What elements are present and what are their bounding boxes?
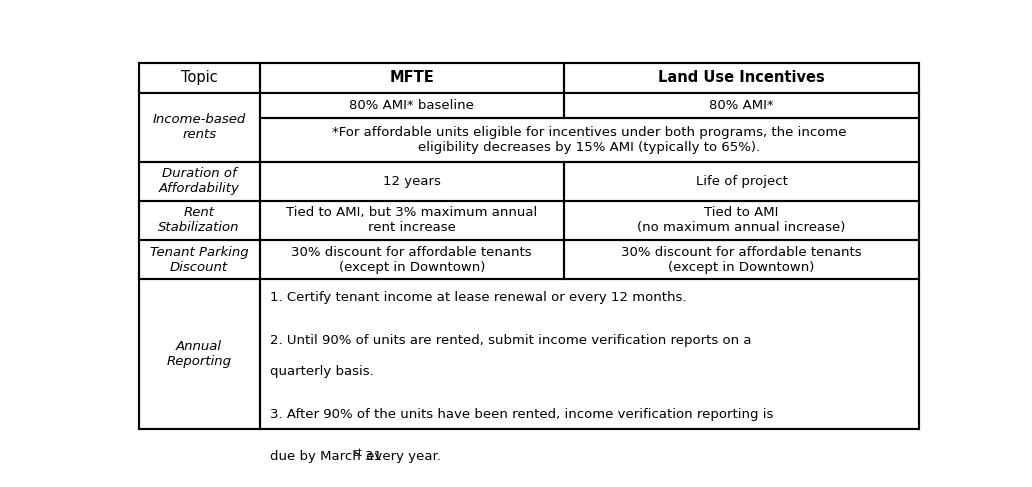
Bar <box>260 63 565 93</box>
Text: 1. Certify tenant income at lease renewal or every 12 months.: 1. Certify tenant income at lease renewa… <box>270 291 686 304</box>
Bar <box>138 162 260 201</box>
Bar <box>260 201 565 240</box>
Text: Annual
Reporting: Annual Reporting <box>166 340 231 368</box>
Text: MFTE: MFTE <box>389 71 434 85</box>
Text: 30% discount for affordable tenants
(except in Downtown): 30% discount for affordable tenants (exc… <box>291 245 533 274</box>
Bar <box>138 240 260 279</box>
Bar <box>565 201 920 240</box>
Bar <box>260 240 565 279</box>
Text: st: st <box>353 448 362 458</box>
Bar <box>260 162 565 201</box>
Text: Tenant Parking
Discount: Tenant Parking Discount <box>150 245 249 274</box>
Bar <box>138 201 260 240</box>
Text: Income-based
rents: Income-based rents <box>153 113 246 141</box>
Bar <box>565 93 920 118</box>
Text: Rent
Stabilization: Rent Stabilization <box>158 206 239 235</box>
Text: 80% AMI*: 80% AMI* <box>709 99 774 112</box>
Text: Life of project: Life of project <box>696 175 787 188</box>
Bar <box>565 63 920 93</box>
Text: Duration of
Affordability: Duration of Affordability <box>159 168 239 195</box>
Bar <box>138 93 260 162</box>
Text: quarterly basis.: quarterly basis. <box>270 365 374 377</box>
Text: every year.: every year. <box>361 450 441 464</box>
Bar <box>138 63 260 93</box>
Bar <box>260 118 920 162</box>
Bar <box>565 162 920 201</box>
Text: Tied to AMI
(no maximum annual increase): Tied to AMI (no maximum annual increase) <box>638 206 846 235</box>
Text: 2. Until 90% of units are rented, submit income verification reports on a: 2. Until 90% of units are rented, submit… <box>270 334 751 347</box>
Text: *For affordable units eligible for incentives under both programs, the income
el: *For affordable units eligible for incen… <box>332 126 846 154</box>
Bar <box>138 279 260 429</box>
Text: due by March 31: due by March 31 <box>270 450 382 464</box>
Text: Tied to AMI, but 3% maximum annual
rent increase: Tied to AMI, but 3% maximum annual rent … <box>286 206 538 235</box>
Bar <box>565 240 920 279</box>
Text: Topic: Topic <box>181 71 218 85</box>
Bar <box>260 279 920 429</box>
Text: 3. After 90% of the units have been rented, income verification reporting is: 3. After 90% of the units have been rent… <box>270 408 773 420</box>
Text: 30% discount for affordable tenants
(except in Downtown): 30% discount for affordable tenants (exc… <box>621 245 862 274</box>
Text: 12 years: 12 years <box>383 175 441 188</box>
Bar <box>260 93 565 118</box>
Text: 80% AMI* baseline: 80% AMI* baseline <box>350 99 475 112</box>
Text: Land Use Incentives: Land Use Incentives <box>658 71 825 85</box>
